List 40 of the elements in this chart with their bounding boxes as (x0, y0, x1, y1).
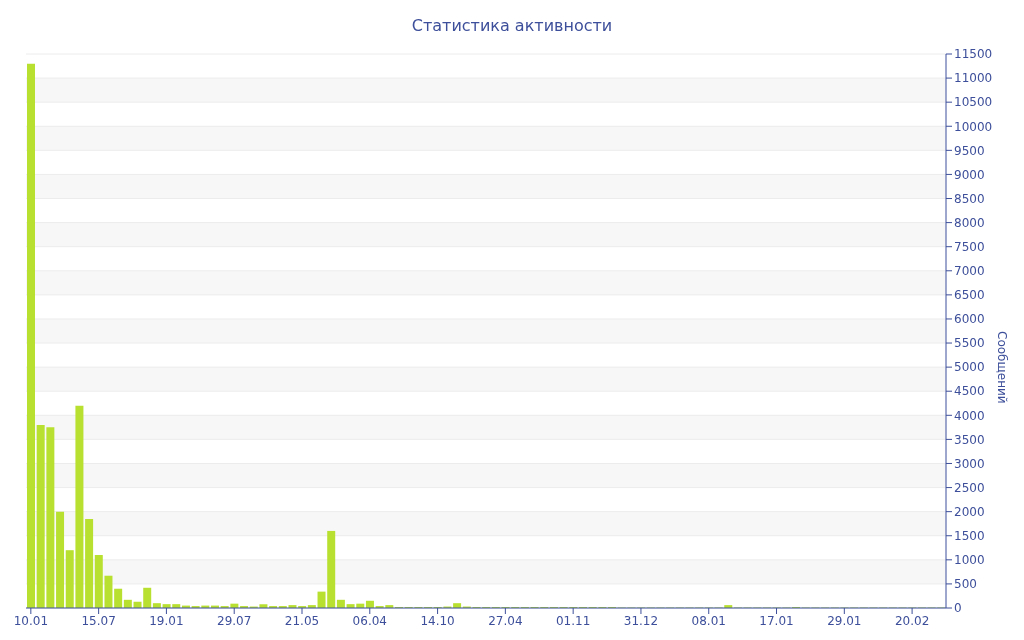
y-tick-label: 4000 (954, 408, 985, 423)
y-tick-label: 2000 (954, 504, 985, 519)
y-tick-label: 4500 (954, 384, 985, 399)
x-tick-label: 14.10 (420, 613, 455, 628)
y-tick-label: 8500 (954, 191, 985, 206)
y-tick-label: 1000 (954, 553, 985, 568)
chart-title: Статистика активности (410, 15, 614, 37)
x-tick-label: 01.11 (555, 613, 591, 628)
x-tick-label: 21.05 (284, 613, 320, 628)
x-tick-label: 10.01 (13, 613, 49, 628)
y-tick-label: 7000 (954, 264, 985, 279)
y-tick-label: 11500 (954, 47, 993, 62)
x-tick-label: 15.07 (81, 613, 116, 628)
y-tick-label: 10500 (954, 95, 993, 110)
y-tick-label: 6500 (954, 288, 985, 303)
x-tick-label: 31.12 (623, 613, 659, 628)
x-tick-label: 27.04 (488, 613, 523, 628)
x-tick-label: 29.07 (217, 613, 252, 628)
y-tick-label: 7500 (954, 239, 985, 254)
y-tick-label: 9000 (954, 167, 985, 182)
y-tick-label: 10000 (954, 119, 993, 134)
y-tick-label: 2500 (954, 480, 985, 495)
y-tick-label: 8000 (954, 215, 985, 230)
x-tick-label: 20.02 (894, 613, 930, 628)
y-tick-label: 3000 (954, 456, 985, 471)
y-tick-label: 9500 (954, 143, 985, 158)
x-tick-label: 17.01 (759, 613, 794, 628)
y-tick-label: 11000 (954, 71, 993, 86)
x-tick-label: 08.01 (691, 613, 726, 628)
y-axis-title: Сообщений (994, 331, 1009, 404)
y-tick-label: 1500 (954, 529, 985, 543)
x-tick-label: 06.04 (352, 613, 387, 628)
x-tick-label: 19.01 (149, 613, 184, 628)
y-tick-label: 500 (954, 577, 977, 592)
y-tick-label: 5000 (954, 360, 985, 375)
y-tick-label: 6000 (954, 312, 985, 327)
y-tick-label: 0 (954, 601, 962, 616)
x-tick-label: 29.01 (827, 613, 862, 628)
y-tick-label: 5500 (954, 336, 985, 351)
y-tick-label: 3500 (954, 432, 985, 447)
